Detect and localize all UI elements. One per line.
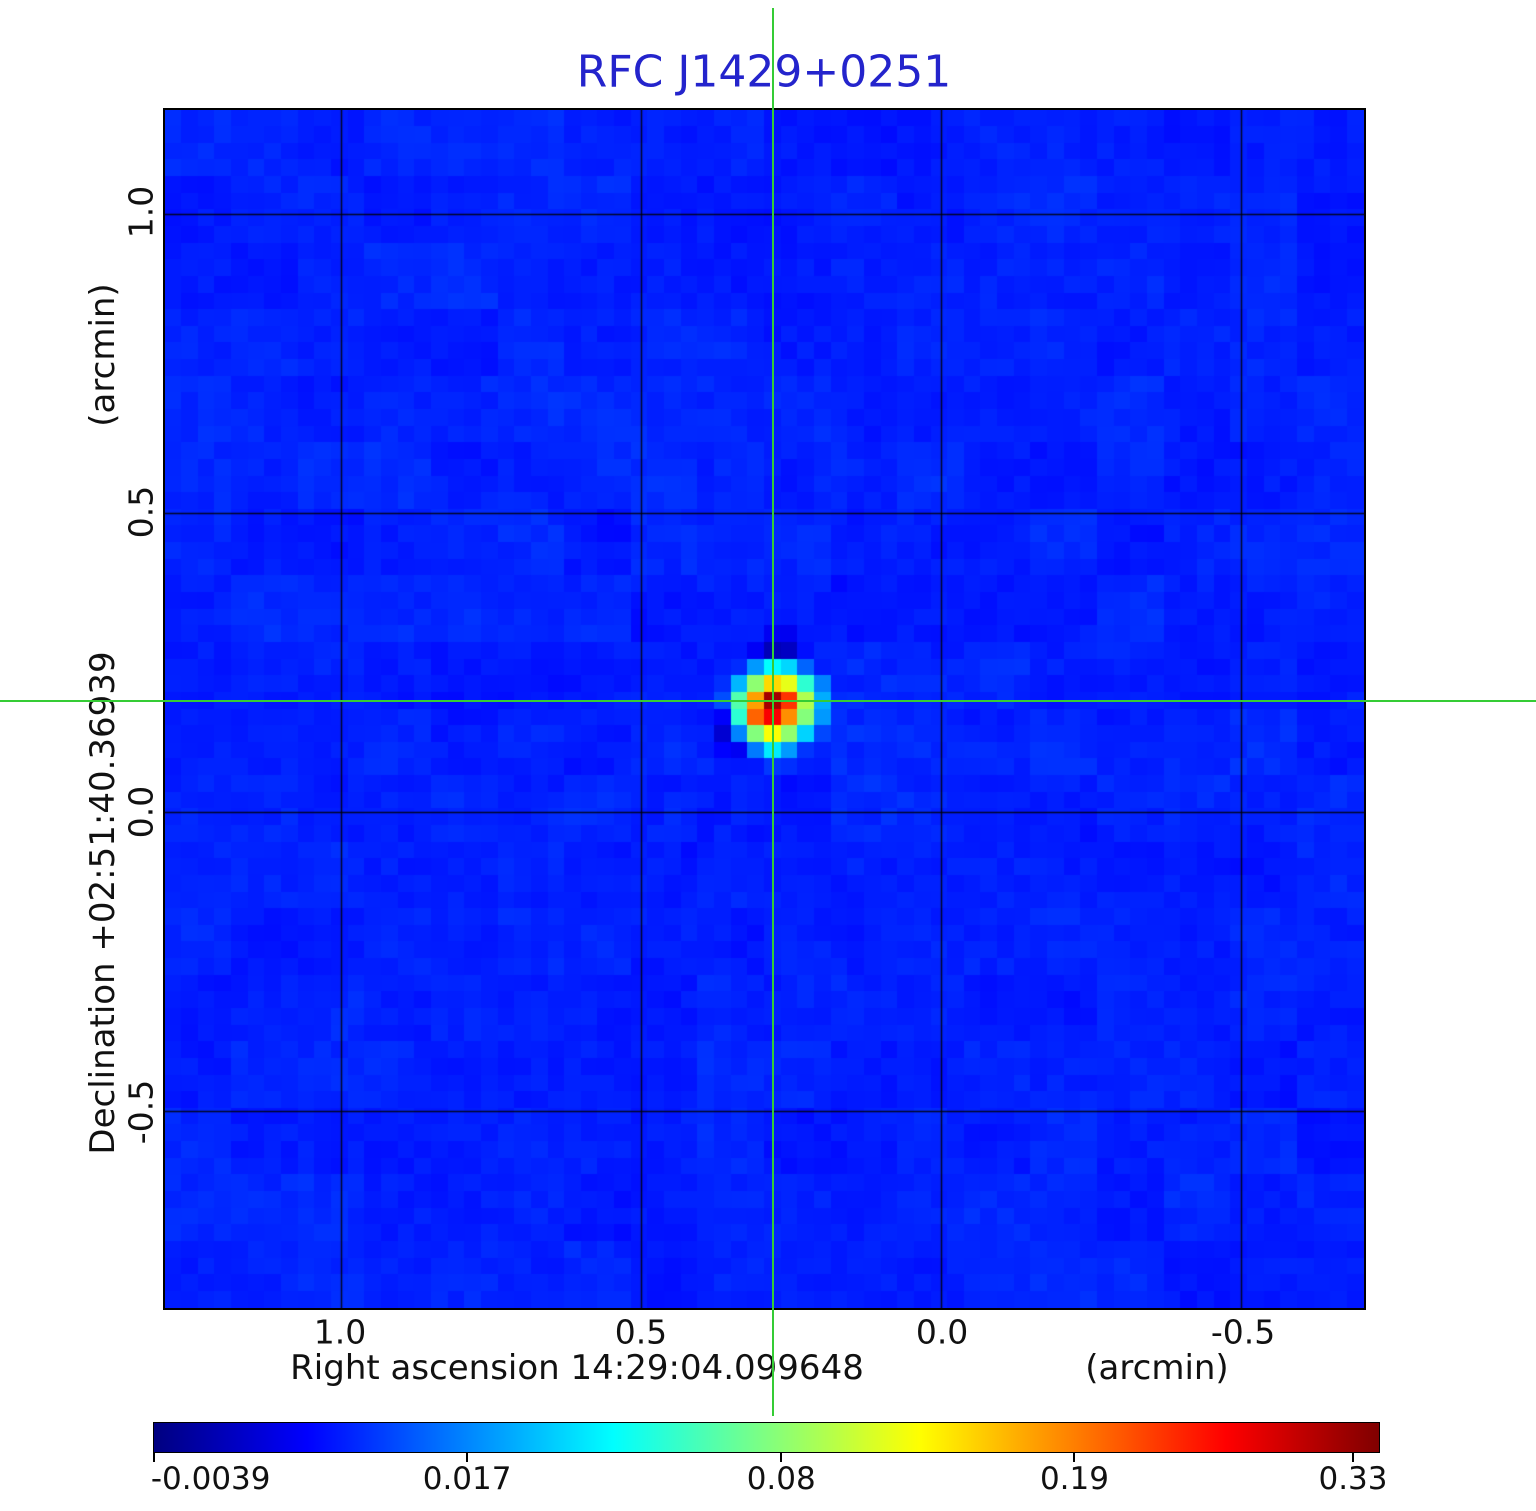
x-tick-label: 1.0 bbox=[313, 1312, 367, 1352]
colorbar-tick-label: 0.19 bbox=[1039, 1461, 1109, 1497]
y-axis-unit-label: (arcmin) bbox=[83, 283, 123, 427]
y-tick-label: 1.0 bbox=[121, 185, 161, 239]
colorbar-tick bbox=[466, 1453, 469, 1462]
x-axis-title: Right ascension 14:29:04.099648 bbox=[290, 1348, 864, 1388]
x-tick-label: 0.0 bbox=[915, 1312, 969, 1352]
colorbar-tick-label: 0.017 bbox=[422, 1461, 512, 1497]
colorbar-tick bbox=[1352, 1453, 1354, 1462]
colorbar-tick bbox=[153, 1453, 156, 1462]
plot-title: RFC J1429+0251 bbox=[576, 46, 952, 98]
colorbar-tick-label: 0.08 bbox=[746, 1461, 816, 1497]
sky-image-canvas bbox=[165, 110, 1364, 1308]
sky-image-frame bbox=[163, 108, 1366, 1310]
y-tick-label: 0.5 bbox=[121, 485, 161, 539]
y-axis-title: Declination +02:51:40.36939 bbox=[83, 651, 123, 1155]
x-tick-label: -0.5 bbox=[1210, 1312, 1276, 1352]
colorbar-tick bbox=[780, 1453, 783, 1462]
y-tick-label: -0.5 bbox=[121, 1079, 161, 1145]
x-tick-label: 0.5 bbox=[614, 1312, 668, 1352]
colorbar-tick-label: -0.0039 bbox=[150, 1461, 271, 1497]
y-tick-label: 0.0 bbox=[121, 785, 161, 839]
colorbar-tick bbox=[1073, 1453, 1076, 1462]
x-axis-unit-label: (arcmin) bbox=[1085, 1348, 1229, 1388]
colorbar bbox=[153, 1422, 1380, 1453]
colorbar-tick-label: 0.33 bbox=[1318, 1461, 1388, 1497]
